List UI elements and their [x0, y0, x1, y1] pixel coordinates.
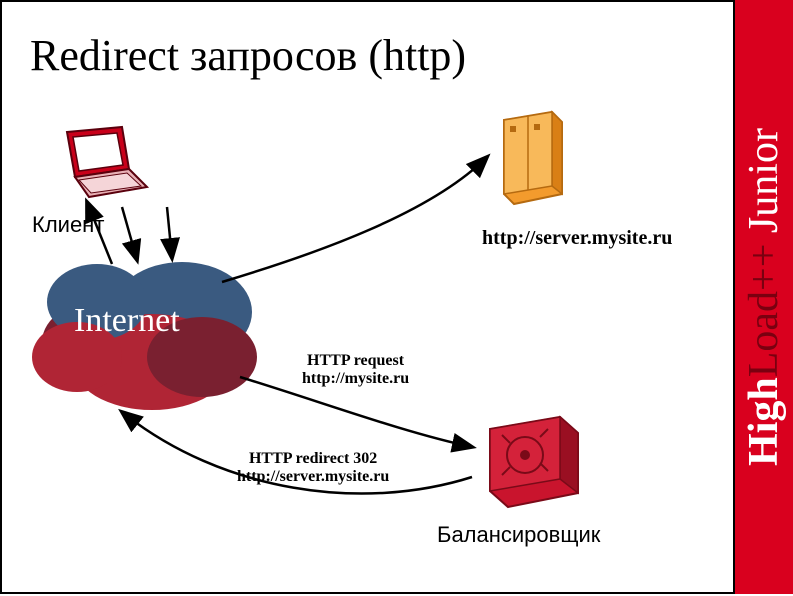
balancer-icon [490, 417, 578, 507]
redirect-line2: http://server.mysite.ru [237, 468, 389, 485]
brand-sidebar: HighLoad++ Junior [735, 0, 793, 594]
edge-client-cloud-1 [122, 207, 137, 260]
slide-title: Redirect запросов (http) [30, 30, 466, 81]
redirect-label: HTTP redirect 302 http://server.mysite.r… [237, 450, 389, 486]
server-label: http://server.mysite.ru [482, 227, 672, 250]
brand-text: HighLoad++ Junior [740, 128, 788, 466]
slide-canvas: Redirect запросов (http) [0, 0, 735, 594]
request-line2: http://mysite.ru [302, 370, 409, 387]
brand-load: Load++ [741, 244, 787, 378]
brand-junior: Junior [741, 128, 787, 244]
brand-high: High [741, 377, 787, 466]
server-icon [504, 112, 562, 204]
balancer-label: Балансировщик [437, 522, 600, 548]
client-label: Клиент [32, 212, 104, 238]
diagram-svg [2, 2, 737, 596]
cloud-label: Internet [74, 302, 180, 340]
laptop-icon [67, 127, 147, 197]
request-line1: HTTP request [307, 352, 404, 369]
edge-cloud-server [222, 157, 487, 282]
redirect-line1: HTTP redirect 302 [249, 450, 377, 467]
edge-client-cloud-2 [167, 207, 172, 258]
request-label: HTTP request http://mysite.ru [302, 352, 409, 388]
